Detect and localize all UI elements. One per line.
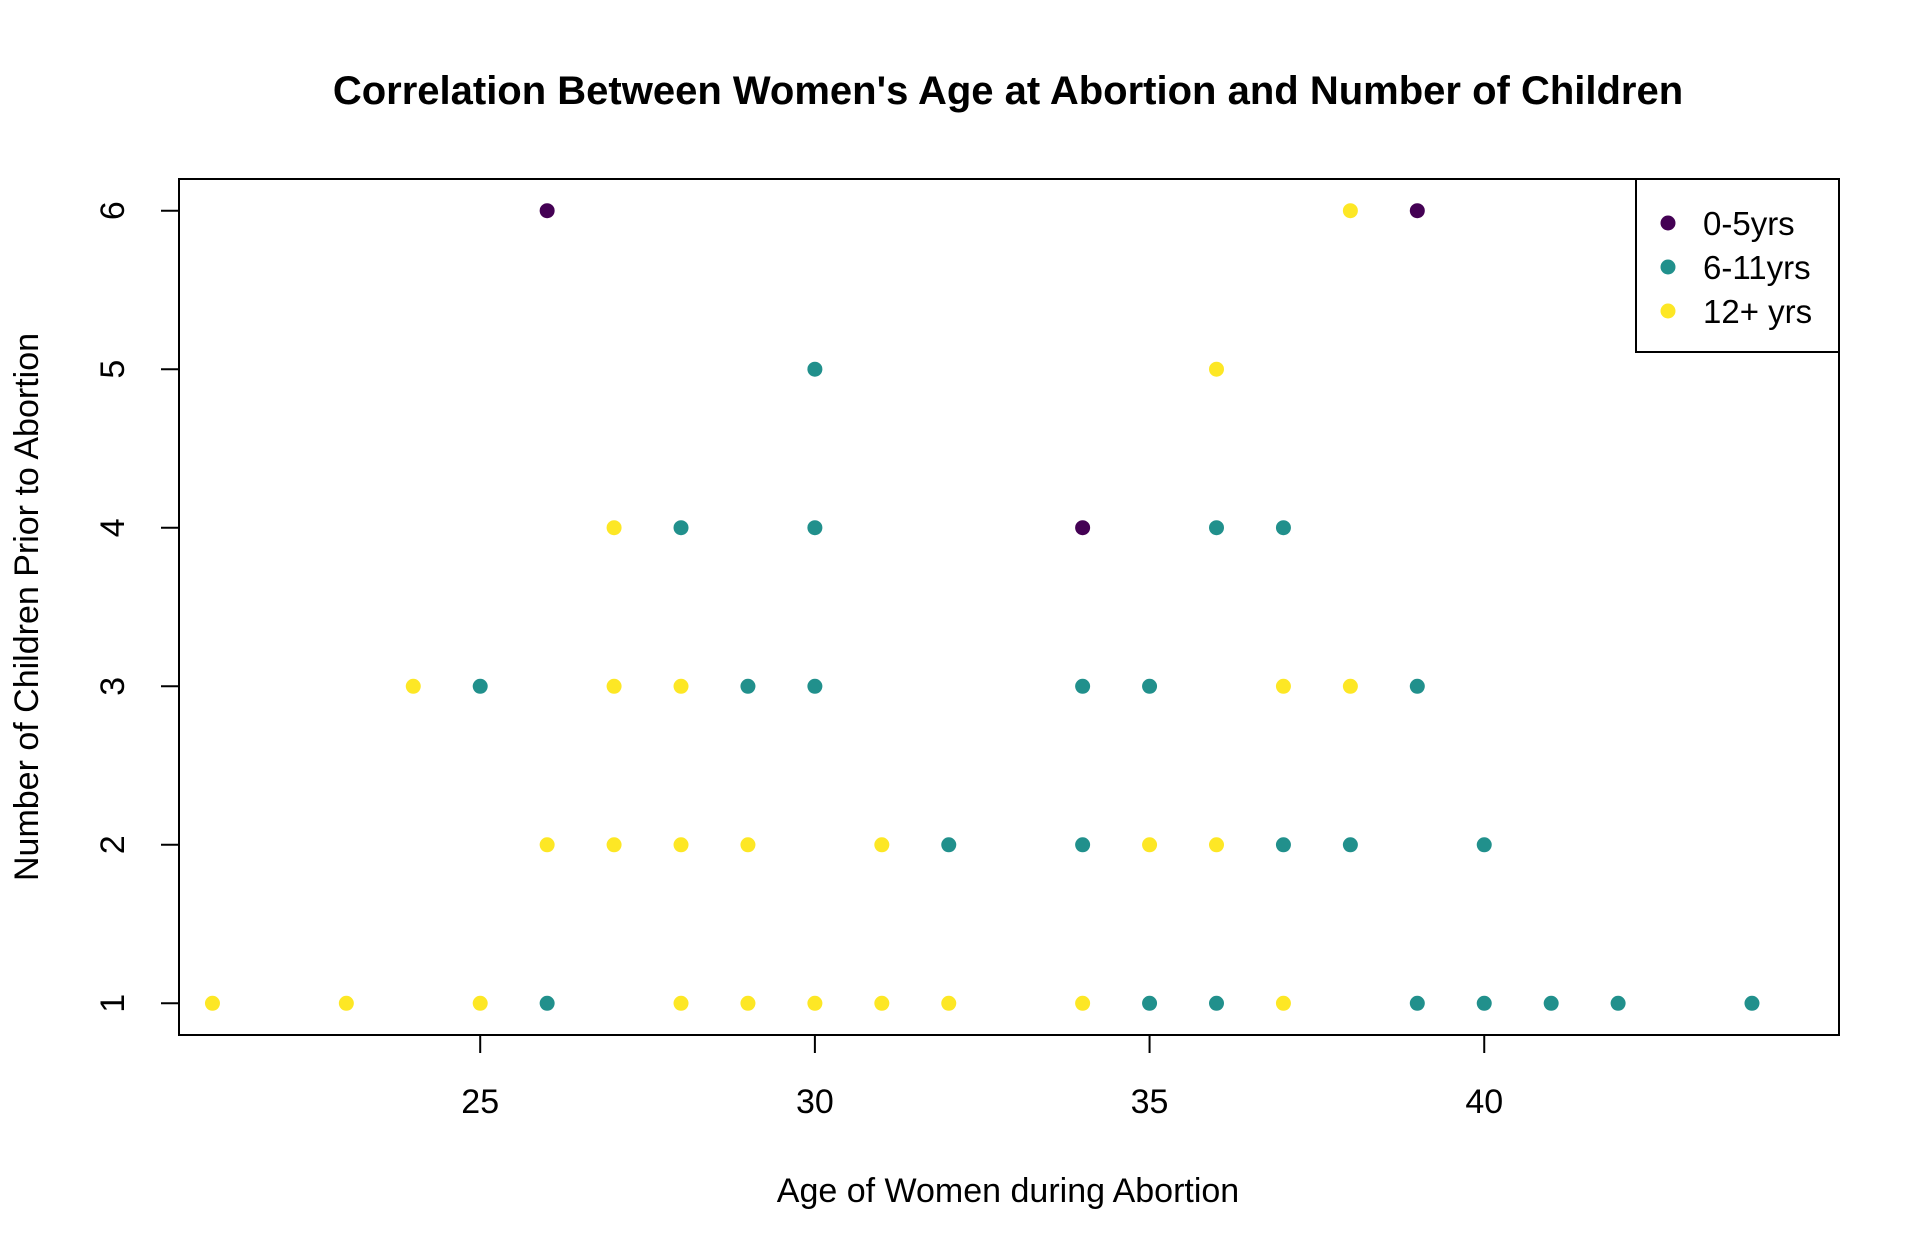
data-point (673, 678, 689, 694)
legend-marker (1660, 303, 1676, 319)
data-point (807, 361, 823, 377)
x-axis-label: Age of Women during Abortion (777, 1172, 1239, 1210)
data-point (1075, 520, 1091, 536)
legend-marker (1660, 259, 1676, 275)
data-point (204, 995, 220, 1011)
data-point (1075, 995, 1091, 1011)
data-point (405, 678, 421, 694)
data-point (1142, 995, 1158, 1011)
legend-label: 6-11yrs (1703, 249, 1811, 286)
data-point (1409, 203, 1425, 219)
x-tick-label: 40 (1465, 1083, 1503, 1121)
data-point (606, 837, 622, 853)
data-point (472, 678, 488, 694)
data-point (1409, 995, 1425, 1011)
legend-label: 12+ yrs (1703, 293, 1812, 330)
data-point (673, 520, 689, 536)
data-point (941, 995, 957, 1011)
data-point (673, 995, 689, 1011)
y-tick-label: 1 (94, 994, 132, 1013)
data-point (807, 678, 823, 694)
y-axis: 1 2 3 4 5 6 (94, 201, 180, 1013)
data-point (1209, 837, 1224, 853)
chart-title: Correlation Between Women's Age at Abort… (333, 69, 1683, 113)
x-tick-label: 35 (1131, 1083, 1169, 1121)
legend-marker (1660, 215, 1676, 231)
data-point (1342, 837, 1358, 853)
x-tick-label: 25 (461, 1083, 499, 1121)
data-point (1275, 837, 1291, 853)
data-point (1075, 678, 1091, 694)
data-point (1275, 520, 1291, 536)
data-points (204, 203, 1760, 1011)
data-point (1342, 678, 1358, 694)
data-point (1342, 203, 1358, 219)
x-tick-label: 30 (796, 1083, 834, 1121)
y-tick-label: 4 (94, 518, 132, 537)
data-point (673, 837, 689, 853)
data-point (807, 520, 823, 536)
data-point (1476, 995, 1492, 1011)
data-point (740, 678, 756, 694)
data-point (1209, 361, 1224, 377)
x-axis: 25 30 35 40 (461, 1034, 1503, 1121)
y-tick-label: 6 (94, 201, 132, 220)
data-point (1744, 995, 1760, 1011)
data-point (740, 995, 756, 1011)
plot-frame (178, 178, 1840, 1036)
data-point (807, 995, 823, 1011)
data-point (1075, 837, 1091, 853)
data-point (874, 995, 890, 1011)
y-axis-label: Number of Children Prior to Abortion (8, 333, 46, 881)
data-point (338, 995, 354, 1011)
y-tick-label: 5 (94, 360, 132, 379)
data-point (539, 995, 555, 1011)
legend: 0-5yrs 6-11yrs 12+ yrs (1635, 178, 1840, 353)
data-point (874, 837, 890, 853)
data-point (1275, 995, 1291, 1011)
data-point (1543, 995, 1559, 1011)
data-point (539, 203, 555, 219)
data-point (1476, 837, 1492, 853)
data-point (606, 520, 622, 536)
y-tick-label: 3 (94, 677, 132, 696)
data-point (1142, 837, 1158, 853)
data-point (606, 678, 622, 694)
data-point (1409, 678, 1425, 694)
data-point (472, 995, 488, 1011)
data-point (740, 837, 756, 853)
data-point (941, 837, 957, 853)
data-point (1209, 520, 1224, 536)
data-point (1142, 678, 1158, 694)
legend-label: 0-5yrs (1703, 205, 1795, 242)
y-tick-label: 2 (94, 835, 132, 854)
data-point (1209, 995, 1224, 1011)
data-point (1275, 678, 1291, 694)
data-point (539, 837, 555, 853)
data-point (1610, 995, 1626, 1011)
